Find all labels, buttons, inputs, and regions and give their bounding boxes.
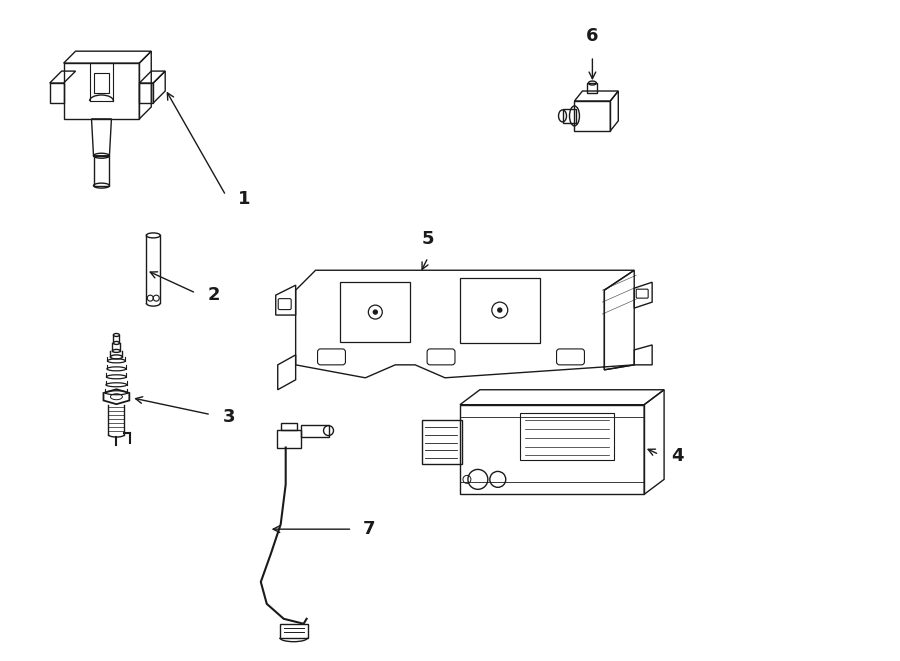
Bar: [340, 282, 410, 342]
Text: 3: 3: [223, 408, 236, 426]
Bar: [460, 405, 644, 494]
Text: 6: 6: [586, 27, 598, 45]
Bar: [276, 430, 301, 447]
Text: 4: 4: [671, 447, 684, 465]
Text: 2: 2: [208, 286, 220, 304]
Bar: [588, 83, 598, 93]
Text: 5: 5: [422, 230, 435, 249]
Text: 7: 7: [363, 520, 375, 538]
Bar: [460, 278, 540, 343]
Bar: [574, 101, 610, 131]
Bar: [422, 420, 462, 465]
Bar: [280, 624, 308, 638]
Bar: [94, 156, 110, 186]
Bar: [562, 109, 577, 123]
Bar: [301, 424, 328, 436]
Bar: [519, 412, 615, 461]
Circle shape: [374, 310, 377, 314]
Circle shape: [498, 308, 502, 312]
Text: 1: 1: [238, 190, 250, 208]
